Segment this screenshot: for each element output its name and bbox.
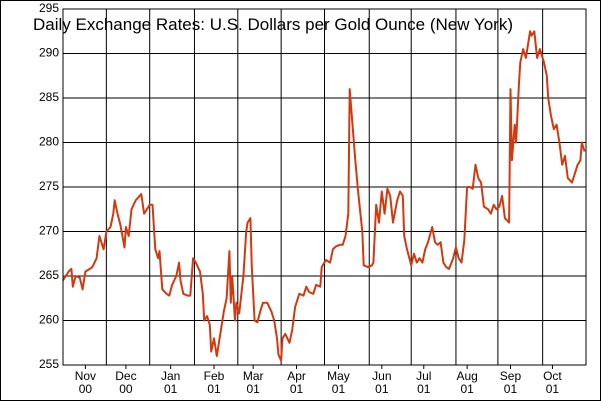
x-tick-year: 01 [164,382,178,396]
x-tick-year: 00 [119,382,133,396]
x-tick-label: Aug [456,369,477,383]
x-tick-label: May [327,369,350,383]
x-tick-label: Jul [416,369,431,383]
y-tick-label: 285 [39,90,59,104]
y-tick-label: 260 [39,313,59,327]
chart-title: Daily Exchange Rates: U.S. Dollars per G… [33,15,513,34]
line-series [62,30,586,362]
x-tick-year: 01 [290,382,304,396]
x-tick-year: 01 [207,382,221,396]
y-tick-label: 290 [39,46,59,60]
x-tick-label: Dec [115,369,136,383]
y-tick-label: 275 [39,179,59,193]
x-tick-year: 01 [546,382,560,396]
y-tick-label: 295 [39,1,59,15]
x-tick-year: 01 [247,382,261,396]
y-tick-label: 265 [39,268,59,282]
x-tick-label: Apr [287,369,306,383]
plot [62,30,586,362]
y-tick-label: 255 [39,357,59,371]
x-tick-label: Mar [243,369,264,383]
x-tick-year: 01 [460,382,474,396]
x-tick-label: Nov [75,369,96,383]
x-tick-year: 01 [504,382,518,396]
plot-frame [62,8,587,366]
x-tick-year: 00 [79,382,93,396]
x-tick-label: Feb [204,369,225,383]
y-tick-label: 270 [39,224,59,238]
x-tick-label: Sep [500,369,522,383]
x-tick-label: Jun [372,369,391,383]
x-tick-year: 01 [332,382,346,396]
x-tick-year: 01 [375,382,389,396]
y-tick-label: 280 [39,135,59,149]
x-tick-label: Jan [161,369,180,383]
x-tick-year: 01 [417,382,431,396]
x-tick-label: Oct [543,369,562,383]
grid [63,8,586,366]
